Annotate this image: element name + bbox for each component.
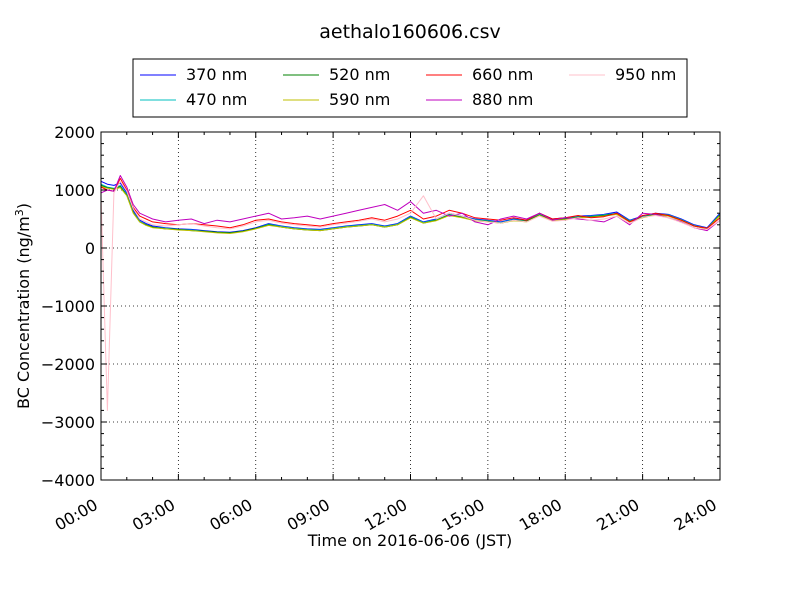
legend-label: 470 nm bbox=[186, 90, 247, 109]
axis-ticks bbox=[100, 131, 721, 481]
y-tick-label: −2000 bbox=[41, 355, 95, 374]
y-axis-tick-labels: −4000 −3000 −2000 −1000 0 1000 2000 bbox=[41, 123, 95, 490]
legend-label: 520 nm bbox=[329, 65, 390, 84]
plot-area bbox=[100, 131, 721, 481]
legend-items: 370 nm 470 nm 520 nm 590 nm 660 nm 880 nm 950 … bbox=[140, 65, 676, 109]
legend: 370 nm 470 nm 520 nm 590 nm 660 nm 880 nm 950 … bbox=[132, 58, 688, 118]
legend-label: 660 nm bbox=[472, 65, 533, 84]
legend-label: 370 nm bbox=[186, 65, 247, 84]
legend-label: 880 nm bbox=[472, 90, 533, 109]
y-tick-label: −3000 bbox=[41, 413, 95, 432]
y-axis-label-superscript: 3 bbox=[13, 209, 26, 216]
series-line bbox=[101, 177, 720, 229]
y-tick-label: 0 bbox=[85, 239, 95, 258]
y-axis-label: BC Concentration (ng/m3) bbox=[13, 203, 33, 409]
chart-title: aethalo160606.csv bbox=[319, 21, 501, 43]
legend-label: 950 nm bbox=[615, 65, 676, 84]
y-tick-label: −4000 bbox=[41, 471, 95, 490]
x-axis-label: Time on 2016-06-06 (JST) bbox=[307, 531, 512, 550]
legend-box bbox=[132, 58, 688, 118]
series-line bbox=[101, 180, 720, 411]
y-tick-label: 1000 bbox=[54, 181, 95, 200]
series-lines bbox=[101, 175, 720, 411]
legend-label: 590 nm bbox=[329, 90, 390, 109]
series-line bbox=[101, 175, 720, 232]
y-tick-label: 2000 bbox=[54, 123, 95, 142]
y-axis-label-close: ) bbox=[14, 203, 33, 209]
y-axis-label-main: BC Concentration (ng/m bbox=[14, 216, 33, 409]
y-tick-label: −1000 bbox=[41, 297, 95, 316]
